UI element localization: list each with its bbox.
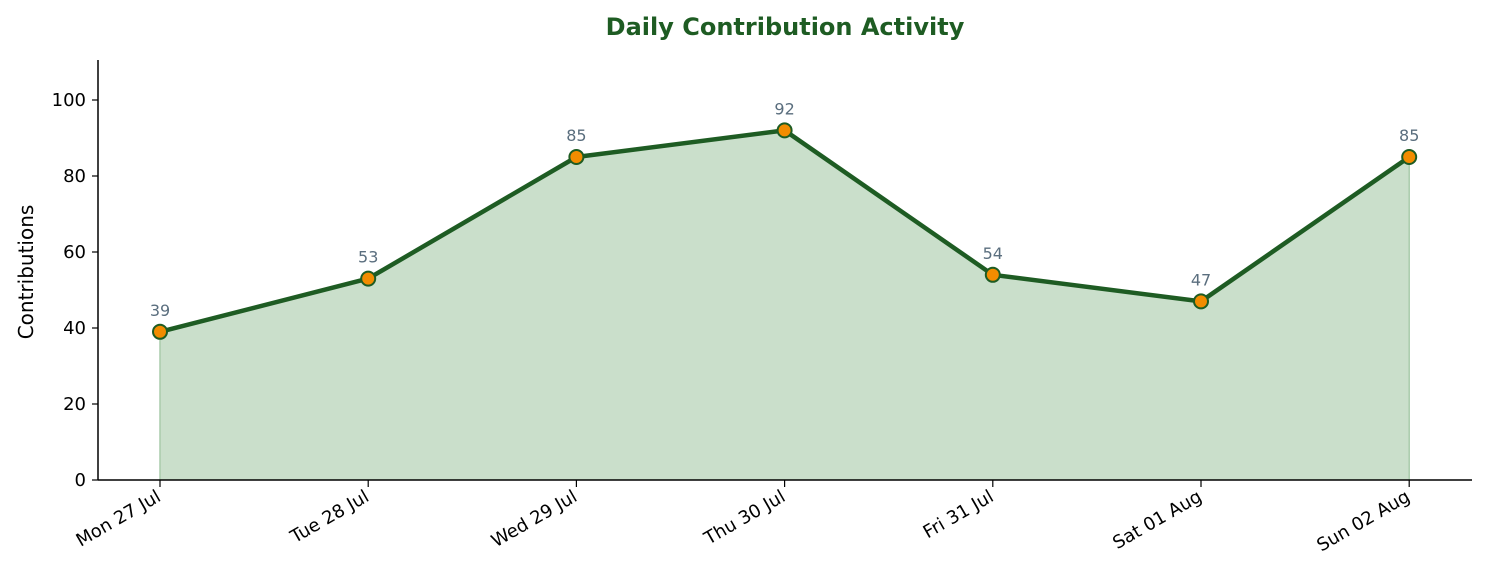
x-tick-label: Wed 29 Jul <box>488 486 581 552</box>
data-point <box>152 323 168 340</box>
area-fill <box>160 130 1410 480</box>
plot-area: 0 20 40 60 80 100 Mon 27 Jul Tue 28 Jul Wed 29 J… <box>52 60 1472 556</box>
data-label: 39 <box>150 301 170 320</box>
data-label: 54 <box>983 244 1003 263</box>
x-tick-label: Mon 27 Jul <box>73 486 165 551</box>
y-tick-label: 0 <box>75 470 86 491</box>
data-label: 53 <box>358 248 378 267</box>
data-point <box>1193 293 1209 310</box>
data-label: 85 <box>566 126 586 145</box>
y-tick-label: 80 <box>63 166 86 187</box>
data-point <box>1401 149 1418 165</box>
data-point <box>568 149 585 165</box>
x-tick-label: Fri 31 Jul <box>920 486 998 543</box>
chart-title: Daily Contribution Activity <box>606 13 965 41</box>
data-label: 85 <box>1399 126 1419 145</box>
y-tick-label: 20 <box>63 394 86 415</box>
data-label: 92 <box>774 99 794 118</box>
y-axis-label: Contributions <box>14 205 38 340</box>
y-tick-label: 40 <box>63 318 86 339</box>
data-point <box>776 122 793 139</box>
data-label: 47 <box>1191 270 1211 289</box>
data-point <box>360 270 377 287</box>
y-tick-label: 100 <box>52 90 86 111</box>
y-tick-label: 60 <box>63 242 86 263</box>
x-tick-label: Thu 30 Jul <box>700 486 789 550</box>
x-tick-label: Tue 28 Jul <box>286 486 373 548</box>
x-tick-label: Sun 02 Aug <box>1313 486 1413 556</box>
x-tick-label: Sat 01 Aug <box>1109 486 1205 554</box>
data-point <box>984 266 1001 283</box>
